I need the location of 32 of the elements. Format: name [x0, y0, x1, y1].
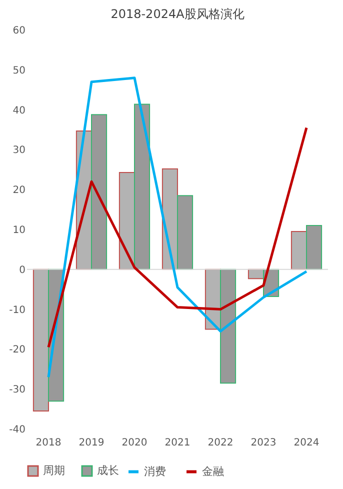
bar — [134, 104, 150, 270]
legend-label: 成长 — [97, 464, 119, 477]
bar — [91, 114, 108, 270]
y-tick-label: 20 — [12, 185, 26, 196]
legend-label: 金融 — [202, 464, 224, 478]
line-series — [47, 126, 308, 348]
y-tick-label: -40 — [9, 424, 26, 436]
y-tick-label: -30 — [9, 384, 26, 396]
y-tick-label: -20 — [9, 344, 26, 356]
y-tick-label: 50 — [12, 65, 26, 76]
x-tick-label: 2020 — [122, 438, 148, 448]
legend-label: 周期 — [43, 464, 65, 477]
y-tick-label: 60 — [12, 26, 26, 36]
x-tick-label: 2022 — [208, 438, 234, 448]
bar — [306, 225, 322, 270]
y-tick-label: -10 — [9, 304, 26, 316]
chart-title: 2018-2024A股风格演化 — [110, 7, 244, 21]
y-tick-label: 0 — [19, 264, 26, 276]
x-tick-label: 2019 — [78, 438, 104, 448]
bar — [290, 230, 307, 270]
bar — [32, 268, 49, 412]
bar — [177, 195, 194, 270]
y-tick-label: 40 — [12, 105, 26, 116]
line-series — [47, 76, 308, 378]
legend-label: 消费 — [144, 464, 166, 478]
x-tick-label: 2021 — [164, 438, 190, 448]
x-tick-label: 2024 — [294, 438, 320, 448]
y-tick-label: 10 — [12, 225, 26, 236]
x-tick-label: 2023 — [250, 438, 276, 448]
y-tick-label: 30 — [12, 145, 26, 156]
x-tick-label: 2018 — [36, 438, 62, 448]
bar — [220, 268, 236, 384]
